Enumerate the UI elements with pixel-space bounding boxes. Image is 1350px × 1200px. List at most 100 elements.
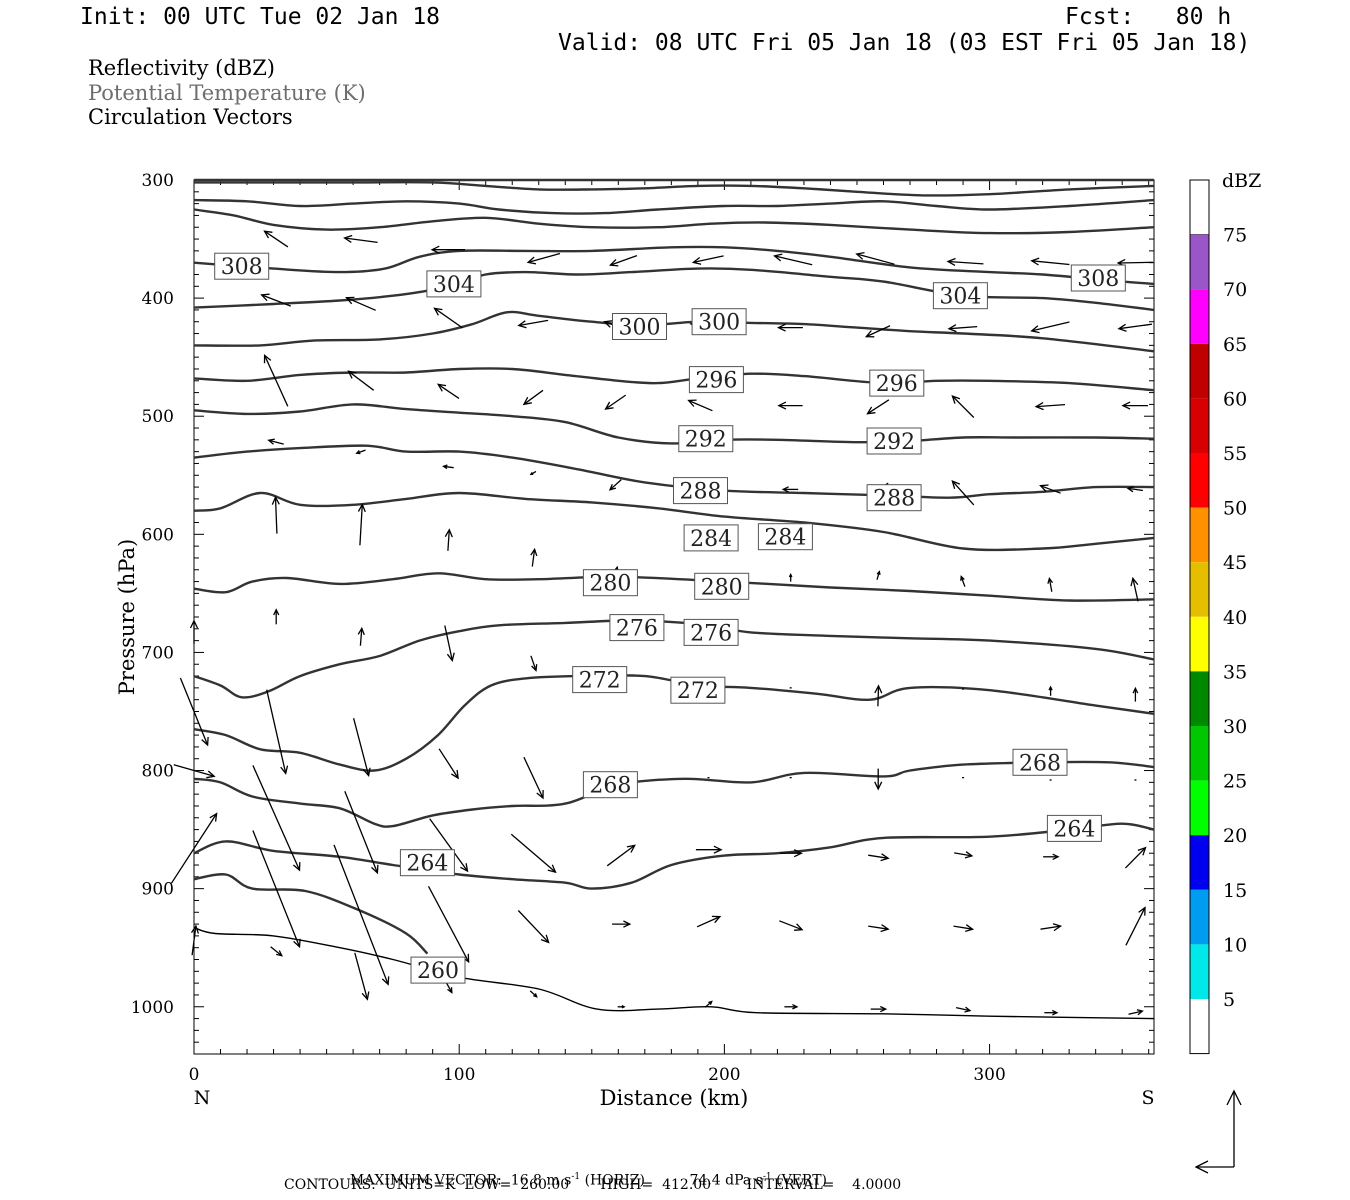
vector-head (1136, 1009, 1144, 1016)
vector-shaft (779, 920, 803, 931)
vector-shaft (518, 319, 549, 327)
vector-head (1137, 846, 1147, 856)
contour-label-text: 284 (764, 526, 806, 551)
circulation-vector (955, 1006, 972, 1013)
vector-head (781, 486, 789, 493)
colorbar-cell-5 (1190, 944, 1209, 999)
circulation-vector (355, 449, 366, 455)
vector-shaft (948, 325, 978, 330)
vector-shaft (344, 237, 378, 244)
vert-value: 74.4 dPa s (689, 1172, 763, 1189)
circulation-vector (784, 1004, 799, 1010)
colorbar-label: 35 (1223, 661, 1247, 683)
circulation-vector (333, 844, 390, 986)
circulation-vector (266, 689, 289, 775)
vector-head (946, 257, 956, 266)
vector-head (430, 245, 440, 254)
vector-head (965, 924, 975, 933)
circulation-vector (429, 818, 469, 873)
contour-label-292: 292 (678, 425, 734, 453)
vector-head (713, 845, 723, 854)
vector-shaft (531, 549, 536, 567)
circulation-vector (1040, 923, 1063, 932)
contour-label-272: 272 (572, 666, 628, 694)
circulation-vector (695, 845, 723, 854)
contour-label-308: 308 (1070, 264, 1126, 292)
contour-label-box (866, 484, 922, 512)
circulation-vector (777, 401, 803, 410)
colorbar-cell-45 (1190, 507, 1209, 563)
contour-label-box (1012, 748, 1068, 776)
circulation-vector (263, 230, 289, 248)
circulation-vector (1130, 576, 1139, 602)
vector-shaft (437, 383, 460, 399)
contour-label-text: 304 (939, 285, 981, 310)
vector-head (381, 976, 390, 986)
theta-contour-292 (193, 403, 1155, 445)
circulation-vector (1047, 577, 1054, 592)
contour-label-box (932, 282, 988, 310)
y-tick-label: 700 (142, 643, 174, 663)
vector-head (960, 575, 965, 581)
circulation-vector (868, 853, 890, 862)
circulation-vector (273, 608, 280, 625)
circulation-vector (687, 399, 713, 412)
vector-head (1039, 484, 1049, 492)
vector-shaft (688, 399, 713, 412)
y-axis-title: Pressure (hPa) (115, 539, 139, 695)
vector-shaft (856, 253, 895, 265)
circulation-vector (252, 830, 301, 949)
colorbar-label: 25 (1223, 771, 1247, 793)
vector-head (1030, 325, 1040, 334)
colorbar-label: 50 (1223, 498, 1247, 520)
vector-head (623, 920, 632, 928)
vector-head (855, 251, 865, 260)
vector-head (436, 383, 447, 392)
legend-reflectivity: Reflectivity (dBZ) (88, 56, 276, 80)
contour-label-280: 280 (694, 572, 750, 600)
vector-head (260, 293, 270, 302)
circulation-vector (1030, 321, 1070, 334)
contour-label-box (691, 308, 747, 336)
colorbar-cell-top (1189, 179, 1210, 235)
circulation-vector (868, 924, 890, 933)
reference-vector (1194, 1089, 1242, 1174)
vector-head (276, 950, 283, 957)
contour-label-box (582, 771, 638, 799)
circulation-vector (874, 768, 883, 791)
colorbar-cell-65 (1190, 289, 1209, 344)
vector-head (209, 812, 218, 822)
contour-label-304: 304 (932, 282, 988, 310)
theta-contour-276 (193, 619, 1155, 699)
contour-label-box (869, 369, 925, 397)
vector-shaft (266, 689, 287, 774)
circulation-vector (1128, 1009, 1144, 1016)
vector-shaft (1040, 925, 1061, 930)
contour-label-box (410, 956, 466, 984)
contour-label-288: 288 (673, 477, 728, 505)
colorbar-cell-55 (1190, 398, 1209, 453)
vector-head (708, 1000, 713, 1005)
theta-contour-300 (193, 310, 1155, 353)
circulation-vector (876, 570, 881, 580)
colorbar-title: dBZ (1222, 170, 1261, 192)
vector-shaft (867, 399, 890, 415)
vector-head (874, 684, 883, 694)
vector-shaft (1031, 260, 1070, 266)
contour-label-text: 272 (677, 679, 719, 704)
colorbar-label: 5 (1223, 989, 1235, 1011)
vector-shaft (447, 529, 450, 551)
circulation-vector (788, 573, 793, 582)
vector-head (271, 495, 280, 505)
vector-head (1126, 485, 1134, 493)
circulation-vector (1125, 906, 1146, 946)
vector-shaft (179, 677, 209, 746)
contour-label-box (757, 523, 813, 551)
vector-head (1130, 576, 1139, 587)
contour-label-text: 268 (1019, 751, 1061, 776)
x-tick-label: 100 (443, 1065, 475, 1085)
vector-head (608, 258, 619, 267)
vector-head (691, 256, 702, 265)
vector-head (447, 987, 453, 994)
vector-head (964, 851, 974, 859)
